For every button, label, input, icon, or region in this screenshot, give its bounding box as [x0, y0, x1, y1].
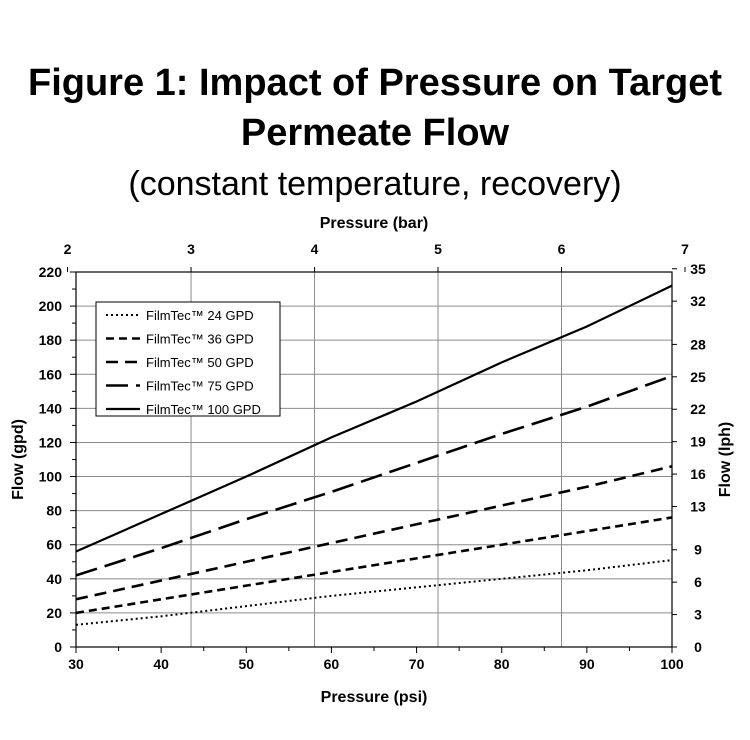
y2-tick-label: 13: [690, 499, 706, 515]
y-tick-label: 200: [39, 298, 63, 314]
x-tick-label: 50: [238, 656, 254, 672]
y-axis-title: Flow (gpd): [10, 419, 27, 500]
legend-label: FilmTec™ 75 GPD: [146, 379, 254, 394]
legend-label: FilmTec™ 50 GPD: [146, 355, 254, 370]
x2-tick-label: 3: [187, 241, 195, 257]
series-line-3: [75, 465, 673, 601]
x2-tick-label: 6: [558, 241, 566, 257]
y2-tick-label: 19: [690, 434, 706, 450]
x-tick-label: 60: [324, 656, 340, 672]
y-tick-label: 160: [39, 366, 63, 382]
y2-axis-title: Flow (lph): [717, 422, 734, 498]
x-tick-label: 70: [409, 656, 425, 672]
series-line-5: [75, 284, 673, 553]
y2-tick-label: 22: [690, 401, 706, 417]
legend-box: [95, 301, 281, 417]
x2-tick-label: 4: [311, 241, 319, 257]
y2-tick-label: 3: [694, 607, 702, 623]
x-tick-label: 30: [68, 656, 84, 672]
y-tick-label: 40: [46, 571, 62, 587]
x-tick-label: 90: [579, 656, 595, 672]
series-line-1: [75, 559, 673, 626]
y-tick-label: 220: [39, 264, 63, 280]
y-tick-label: 80: [46, 503, 62, 519]
y-tick-label: 60: [46, 537, 62, 553]
y-tick-label: 180: [39, 332, 63, 348]
chart-subtitle: (constant temperature, recovery): [128, 165, 622, 203]
y2-tick-label: 32: [690, 293, 706, 309]
y2-tick-label: 25: [690, 369, 706, 385]
series-line-4: [75, 374, 673, 577]
y2-tick-label: 28: [690, 336, 706, 352]
x2-tick-label: 2: [64, 241, 72, 257]
legend-label: FilmTec™ 24 GPD: [146, 308, 254, 323]
series-line-2: [75, 516, 673, 615]
x-axis-title: Pressure (psi): [321, 689, 428, 706]
y-tick-label: 140: [39, 400, 63, 416]
y-tick-label: 0: [54, 639, 62, 655]
plot-frame: [75, 271, 673, 648]
x2-tick-label: 5: [434, 241, 442, 257]
x-tick-label: 100: [660, 656, 684, 672]
y2-tick-label: 16: [690, 466, 706, 482]
legend-label: FilmTec™ 100 GPD: [146, 402, 261, 417]
y-tick-label: 100: [39, 469, 63, 485]
y2-tick-label: 6: [694, 574, 702, 590]
y-tick-label: 120: [39, 434, 63, 450]
y2-tick-label: 9: [694, 542, 702, 558]
y2-tick-label: 35: [690, 261, 706, 277]
legend-label: FilmTec™ 36 GPD: [146, 332, 254, 347]
x2-axis-title: Pressure (bar): [320, 215, 429, 232]
x-tick-label: 40: [153, 656, 169, 672]
chart-title-line1: Figure 1: Impact of Pressure on Target: [27, 62, 722, 104]
x-tick-label: 80: [494, 656, 510, 672]
y-tick-label: 20: [46, 605, 62, 621]
x2-tick-label: 7: [681, 241, 689, 257]
y2-tick-label: 0: [694, 639, 702, 655]
chart-title-line2: Permeate Flow: [240, 112, 510, 154]
